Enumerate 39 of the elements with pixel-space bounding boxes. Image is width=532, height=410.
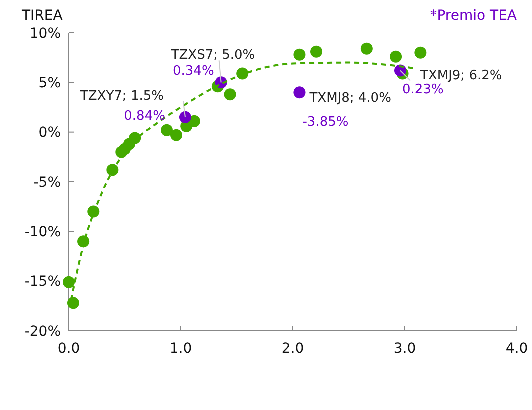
point <box>161 124 173 136</box>
data-label: TXMJ8; 4.0% <box>308 91 392 106</box>
annotation: -3.85% <box>302 115 349 130</box>
point <box>224 88 236 101</box>
point <box>414 46 427 59</box>
annotation: 0.34% <box>173 64 214 80</box>
x-tick-label: 4.0 <box>506 341 528 357</box>
data-label: TXMJ9; 6.2% <box>420 68 502 84</box>
point <box>360 42 373 55</box>
point <box>310 46 323 58</box>
annotation: 0.23% <box>402 82 444 98</box>
data-label: TZXS7; 5.0% <box>170 48 256 64</box>
point <box>179 111 192 124</box>
y-tick-label: -5% <box>34 174 61 191</box>
x-tick-label: 1.0 <box>170 341 192 357</box>
y-tick-label: -20% <box>24 324 61 340</box>
y-tick-label: 5% <box>38 76 61 92</box>
point <box>236 68 249 80</box>
point <box>129 132 142 144</box>
point <box>170 129 183 142</box>
y-tick-label: 0% <box>38 125 61 142</box>
x-tick-label: 3.0 <box>394 341 416 357</box>
x-tick-label: 0.0 <box>58 341 80 357</box>
y-axis-title: TIREA <box>21 8 64 24</box>
y-tick-label: 10% <box>30 26 61 42</box>
point <box>106 164 119 176</box>
data-label: TZXY7; 1.5% <box>79 88 164 104</box>
x-tick-label: 2.0 <box>282 341 304 357</box>
point <box>188 115 200 128</box>
point <box>63 276 75 288</box>
point <box>294 48 306 61</box>
point <box>390 50 402 63</box>
annotation: 0.84% <box>124 108 166 124</box>
point <box>88 206 100 218</box>
point <box>294 86 306 99</box>
y-tick-label: -10% <box>24 224 61 241</box>
point <box>67 297 80 310</box>
y-tick-label: -15% <box>24 274 61 290</box>
text: *Premio TEA <box>430 8 518 24</box>
